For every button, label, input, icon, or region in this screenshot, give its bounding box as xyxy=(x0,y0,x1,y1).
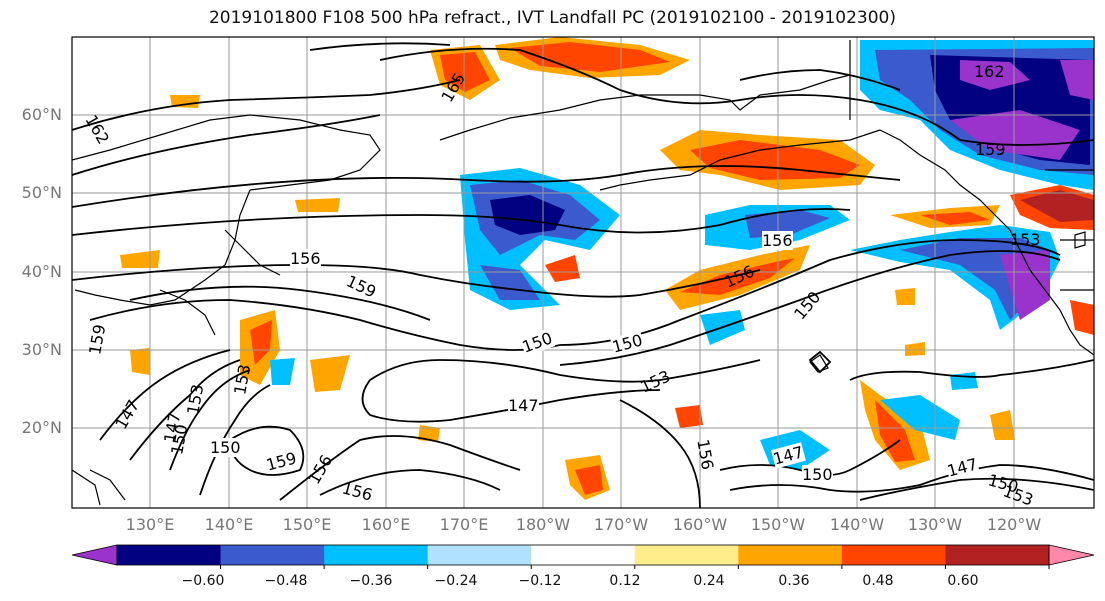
lat-label-20n: 20°N xyxy=(21,418,62,437)
colorbar-tick-label: −0.36 xyxy=(349,573,393,589)
contour-label: 147 xyxy=(508,396,539,415)
colorbar-tick-label: 0.36 xyxy=(778,573,810,589)
gridlines xyxy=(72,37,1094,508)
lat-label-30n: 30°N xyxy=(21,340,62,359)
lat-label-50n: 50°N xyxy=(21,183,62,202)
contour-label: 156 xyxy=(290,249,321,268)
lon-label: 130°E xyxy=(125,515,175,534)
lon-label: 170°E xyxy=(439,515,489,534)
lat-label-60n: 60°N xyxy=(21,105,62,124)
map-frame xyxy=(71,36,1095,509)
height-contours xyxy=(72,42,1094,508)
colorbar-tick-label: 0.24 xyxy=(693,573,725,589)
lon-label: 140°E xyxy=(204,515,254,534)
contour-label: 156 xyxy=(762,231,793,250)
lat-label-40n: 40°N xyxy=(21,262,62,281)
lon-label: 160°W xyxy=(672,515,728,534)
map-title: 2019101800 F108 500 hPa refract., IVT La… xyxy=(208,8,896,28)
colorbar-tick-label: −0.12 xyxy=(518,573,562,589)
contour-label: 150 xyxy=(210,438,241,457)
lon-label: 150°E xyxy=(282,515,332,534)
lon-label: 140°W xyxy=(829,515,885,534)
lon-label: 130°W xyxy=(907,515,963,534)
shading-layer xyxy=(120,37,1094,500)
contour-label: 159 xyxy=(975,140,1006,159)
lon-label: 160°E xyxy=(361,515,411,534)
colorbar-tick-label: 0.48 xyxy=(862,573,894,589)
lon-label: 120°W xyxy=(986,515,1042,534)
colorbar-tick-label: −0.48 xyxy=(264,573,308,589)
colorbar-tick-label: −0.24 xyxy=(434,573,478,589)
contour-label: 162 xyxy=(974,62,1005,81)
colorbar-tick-label: 0.12 xyxy=(609,573,641,589)
contour-label: 153 xyxy=(1010,230,1041,249)
map-plot-area xyxy=(72,37,1094,508)
colorbar-tick-label: 0.60 xyxy=(947,573,979,589)
colorbar-tick-label: −0.60 xyxy=(181,573,225,589)
lon-label: 180°W xyxy=(515,515,571,534)
lon-label: 170°W xyxy=(593,515,649,534)
lon-label: 150°W xyxy=(750,515,806,534)
contour-label: 150 xyxy=(802,465,833,484)
